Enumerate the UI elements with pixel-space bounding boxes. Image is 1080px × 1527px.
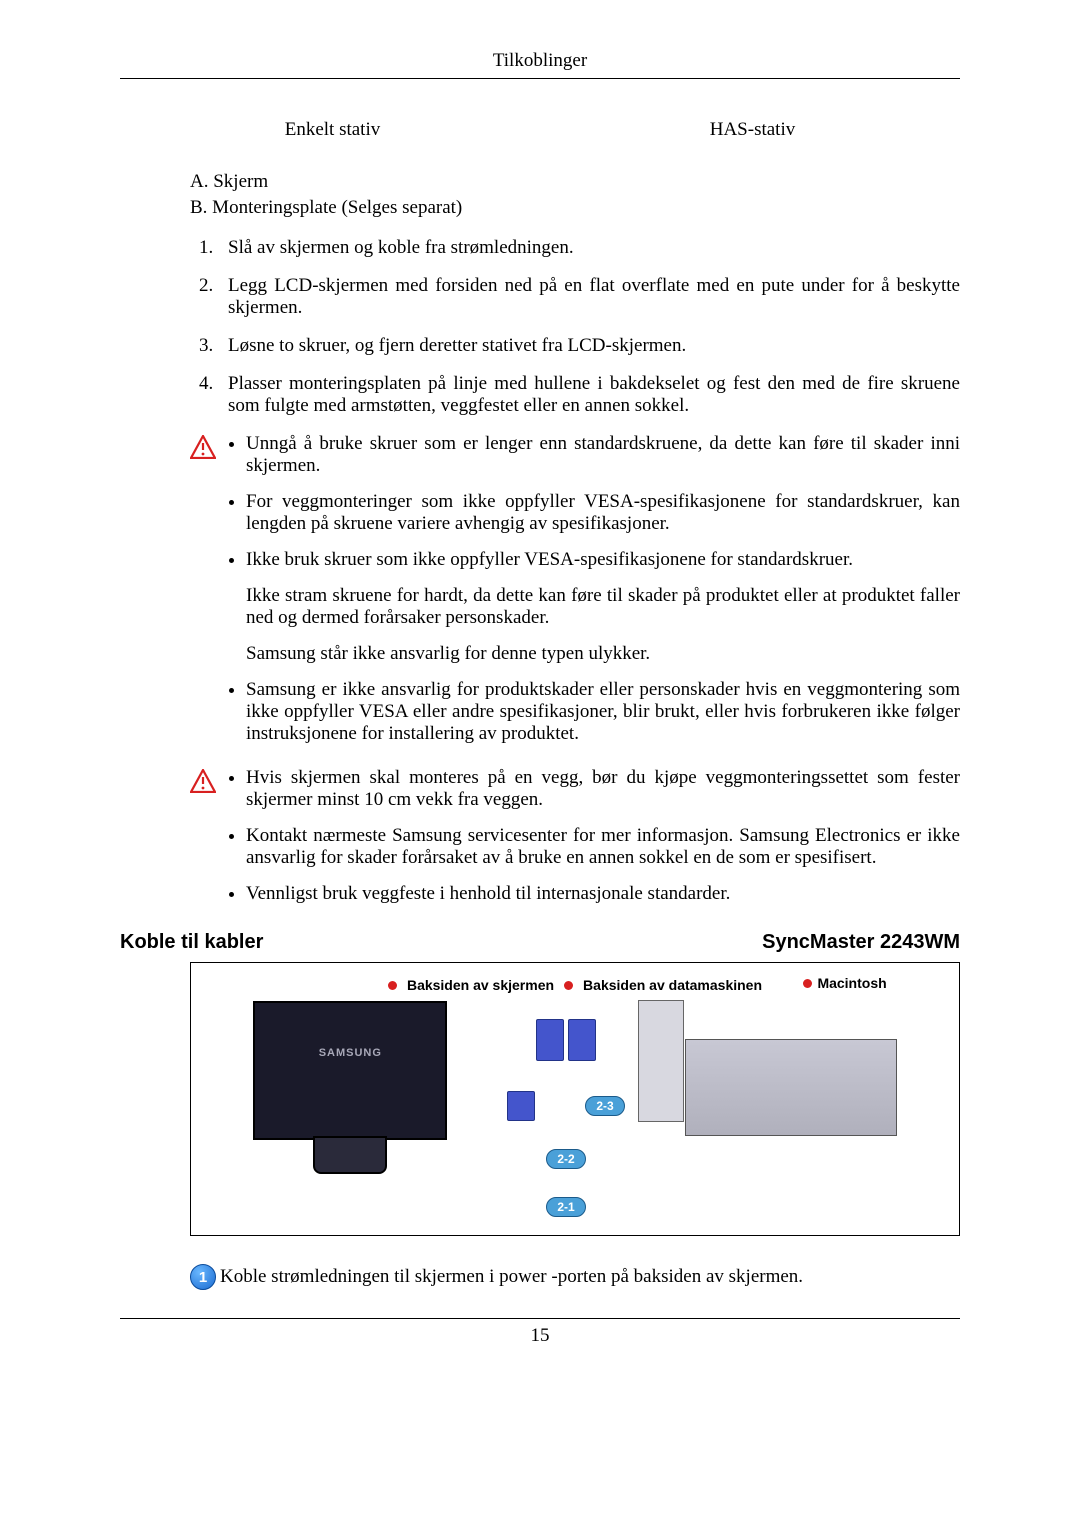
step-2: Legg LCD-skjermen med forsiden ned på en… (218, 275, 960, 319)
monitor-graphic: SAMSUNG (253, 1001, 447, 1180)
warn1-bullet-3: Ikke bruk skruer som ikke oppfyller VESA… (246, 549, 960, 665)
monitor-brand-text: SAMSUNG (319, 1047, 382, 1059)
step-1: Slå av skjermen og koble fra strømlednin… (218, 237, 960, 259)
warn1-bullet-2: For veggmonteringer som ikke oppfyller V… (246, 491, 960, 535)
warn1-bullet-1: Unngå å bruke skruer som er lenger enn s… (246, 433, 960, 477)
step-note: 1 Koble strømledningen til skjermen i po… (190, 1264, 960, 1290)
warning-icon (190, 769, 216, 798)
definitions: A. Skjerm B. Monteringsplate (Selges sep… (190, 171, 960, 219)
warn1-b3-p2: Ikke stram skruene for hardt, da dette k… (246, 585, 960, 629)
model-name: SyncMaster 2243WM (762, 931, 960, 954)
circle-number-icon: 1 (190, 1264, 216, 1290)
step-note-text: Koble strømledningen til skjermen i powe… (220, 1266, 803, 1288)
connector-icon (568, 1019, 596, 1061)
connector-icon (507, 1091, 535, 1121)
definition-a: A. Skjerm (190, 171, 960, 193)
warn2-bullet-3: Vennligst bruk veggfeste i henhold til i… (246, 883, 960, 905)
connector-icon (536, 1019, 564, 1061)
section-header-row: Koble til kabler SyncMaster 2243WM (120, 931, 960, 954)
page-footer: 15 (120, 1318, 960, 1347)
warning-icon (190, 435, 216, 464)
step-3: Løsne to skruer, og fjern deretter stati… (218, 335, 960, 357)
tag-2-2: 2-2 (546, 1149, 585, 1169)
warning-block-2: Hvis skjermen skal monteres på en vegg, … (190, 767, 960, 919)
section-title: Koble til kabler (120, 931, 263, 954)
step-4: Plasser monteringsplaten på linje med hu… (218, 373, 960, 417)
red-dot-icon (388, 981, 397, 990)
simple-stand-label: Enkelt stativ (285, 119, 381, 141)
warning-block-1: Unngå å bruke skruer som er lenger enn s… (190, 433, 960, 759)
middle-connectors: 2-3 2-2 2-1 (507, 1001, 624, 1217)
computer-graphic: Macintosh (685, 1001, 897, 1136)
install-steps: Slå av skjermen og koble fra strømlednin… (190, 237, 960, 417)
warn2-bullet-1: Hvis skjermen skal monteres på en vegg, … (246, 767, 960, 811)
red-dot-icon (803, 979, 812, 988)
has-stand-label: HAS-stativ (710, 119, 796, 141)
page-number: 15 (531, 1325, 550, 1346)
pc-back-panel (638, 1000, 684, 1122)
tag-2-1: 2-1 (546, 1197, 585, 1217)
warn1-b3-p1: Ikke bruk skruer som ikke oppfyller VESA… (246, 549, 853, 570)
stand-label-row: Enkelt stativ HAS-stativ (120, 119, 960, 141)
warn1-bullet-4: Samsung er ikke ansvarlig for produktska… (246, 679, 960, 745)
warn1-b3-p3: Samsung står ikke ansvarlig for denne ty… (246, 643, 960, 665)
connection-diagram: Baksiden av skjermen Baksiden av datamas… (190, 962, 960, 1236)
page-header: Tilkoblinger (120, 50, 960, 79)
computer-back-label: Baksiden av datamaskinen (583, 977, 762, 993)
red-dot-icon (564, 981, 573, 990)
tag-2-3: 2-3 (585, 1096, 624, 1116)
monitor-back-label: Baksiden av skjermen (407, 977, 554, 993)
definition-b: B. Monteringsplate (Selges separat) (190, 197, 960, 219)
mac-label-text: Macintosh (817, 975, 886, 991)
warn2-bullet-2: Kontakt nærmeste Samsung servicesenter f… (246, 825, 960, 869)
